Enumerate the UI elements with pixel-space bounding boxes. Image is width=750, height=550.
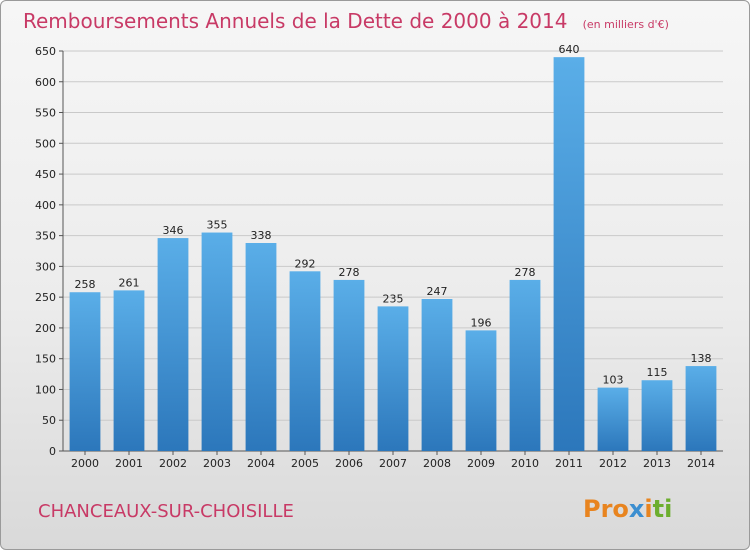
data-label-2004: 338	[251, 229, 272, 242]
y-tick-label: 0	[49, 445, 56, 458]
x-tick-label: 2002	[159, 457, 187, 470]
bar-2011	[553, 57, 585, 452]
x-tick-label: 2009	[467, 457, 495, 470]
bars	[69, 57, 717, 452]
x-tick-label: 2010	[511, 457, 539, 470]
logo-part-3: i	[644, 495, 652, 523]
chart-title-text: Remboursements Annuels de la Dette de 20…	[23, 9, 567, 33]
x-tick-label: 2014	[687, 457, 715, 470]
data-label-2005: 292	[295, 257, 316, 270]
city-name: CHANCEAUX-SUR-CHOISILLE	[38, 501, 294, 522]
y-tick-label: 50	[42, 414, 56, 427]
x-tick-label: 2000	[71, 457, 99, 470]
y-tick-label: 100	[35, 383, 56, 396]
bar-2006	[333, 279, 365, 451]
data-label-2010: 278	[515, 266, 536, 279]
x-tick-label: 2003	[203, 457, 231, 470]
logo-part-4: ti	[653, 495, 673, 523]
y-tick-label: 300	[35, 260, 56, 273]
bar-2002	[157, 238, 189, 451]
data-label-2001: 261	[119, 276, 140, 289]
x-tick-label: 2006	[335, 457, 363, 470]
bar-2009	[465, 330, 497, 451]
x-tick-label: 2001	[115, 457, 143, 470]
x-tick-label: 2005	[291, 457, 319, 470]
y-tick-label: 150	[35, 353, 56, 366]
bar-2005	[289, 271, 321, 451]
x-tick-label: 2012	[599, 457, 627, 470]
y-tick-label: 250	[35, 291, 56, 304]
y-tick-label: 450	[35, 168, 56, 181]
bar-2004	[245, 243, 277, 451]
x-tick-label: 2013	[643, 457, 671, 470]
y-tick-label: 200	[35, 322, 56, 335]
y-tick-label: 650	[35, 45, 56, 58]
y-tick-label: 500	[35, 137, 56, 150]
x-tick-label: 2008	[423, 457, 451, 470]
bar-2014	[685, 366, 717, 451]
chart-unit-label: (en milliers d'€)	[583, 18, 669, 31]
chart-title: Remboursements Annuels de la Dette de 20…	[23, 9, 669, 33]
data-label-2009: 196	[471, 316, 492, 329]
bar-2010	[509, 279, 541, 451]
logo-part-2: x	[629, 495, 645, 523]
data-label-2003: 355	[207, 219, 228, 232]
y-tick-label: 400	[35, 199, 56, 212]
bar-2007	[377, 306, 409, 451]
bar-2000	[69, 292, 101, 451]
data-label-2000: 258	[75, 278, 96, 291]
bar-2008	[421, 299, 453, 451]
proxiti-logo: Proxiti	[583, 495, 672, 523]
data-label-2007: 235	[383, 292, 404, 305]
bar-2013	[641, 380, 673, 451]
y-tick-label: 600	[35, 76, 56, 89]
logo-part-1: Pro	[583, 495, 629, 523]
data-labels: 258 261 346 355 338 292 278 235 247 196 278 640 103 1…	[75, 43, 712, 386]
data-label-2012: 103	[603, 374, 624, 387]
bar-2003	[201, 232, 233, 451]
data-label-2014: 138	[691, 352, 712, 365]
y-tick-label: 350	[35, 230, 56, 243]
data-label-2013: 115	[647, 366, 668, 379]
x-tick-label: 2007	[379, 457, 407, 470]
y-tick-label: 550	[35, 107, 56, 120]
data-label-2011: 640	[559, 43, 580, 56]
data-label-2006: 278	[339, 266, 360, 279]
x-tick-label: 2004	[247, 457, 275, 470]
x-tick-label: 2011	[555, 457, 583, 470]
data-label-2008: 247	[427, 285, 448, 298]
bar-2012	[597, 387, 629, 451]
data-label-2002: 346	[163, 224, 184, 237]
bar-2001	[113, 290, 145, 451]
